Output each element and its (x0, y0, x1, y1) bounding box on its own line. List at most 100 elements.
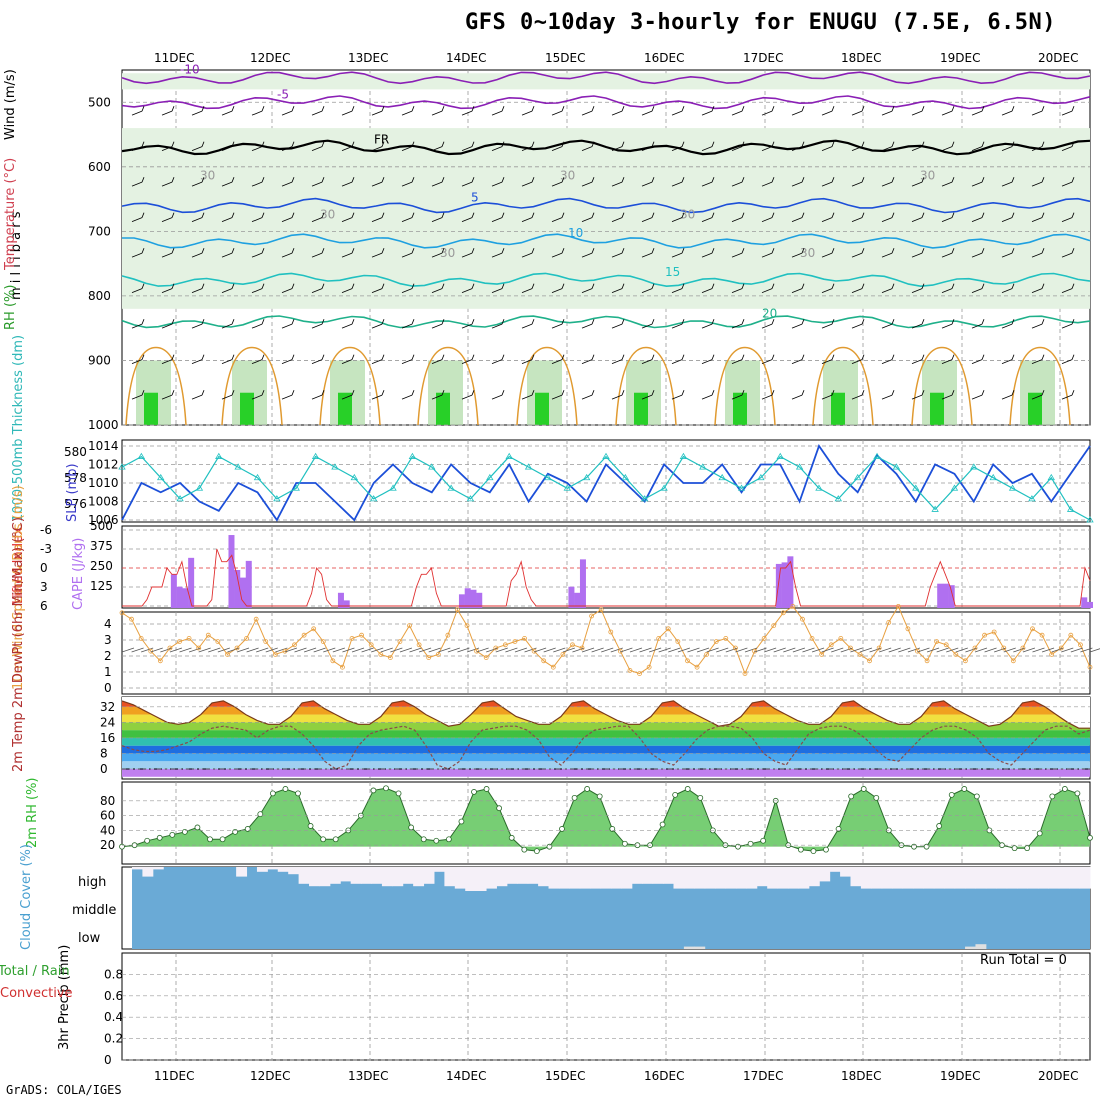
date-label-bottom: 19DEC (940, 1069, 980, 1083)
surface-wind-barb (879, 647, 892, 653)
wind-barb-flag (981, 319, 985, 325)
cloud-high-clear (735, 867, 747, 889)
rh-fill-overlay (122, 788, 1090, 852)
wind-tick-label: 4 (104, 617, 112, 631)
cloud-high-clear (392, 867, 404, 887)
surface-wind-barb (1041, 647, 1055, 653)
wind-barb-flag (981, 390, 985, 396)
wind-barb (431, 394, 443, 400)
rh-marker (207, 836, 213, 843)
wind-barb-flag (231, 141, 235, 147)
wind-barb (671, 146, 683, 152)
wind-speed-marker (982, 632, 987, 638)
wind-barb-flag (1011, 177, 1015, 183)
wind-speed-marker (637, 671, 642, 676)
wind-barb-flag (171, 177, 175, 183)
wind-speed-marker (368, 642, 374, 648)
rh-marker (408, 824, 415, 831)
wind-barb-flag (591, 177, 595, 183)
cloud-high-clear (840, 867, 851, 877)
wind-barb-flag (471, 177, 475, 183)
wind-barb-flag (891, 106, 895, 112)
wind-barb (371, 181, 383, 187)
wind-barb (971, 146, 983, 152)
wind-barb-flag (711, 248, 715, 254)
wind-barb (641, 181, 653, 187)
wind-barb (581, 359, 593, 365)
wind-barb-flag (741, 283, 745, 289)
surface-wind-barb (265, 647, 278, 653)
rh-contour-label: 30 (560, 169, 575, 183)
wind-barb-flag (291, 283, 295, 289)
cloud-high-clear (715, 867, 727, 889)
cape-bar (470, 589, 477, 608)
surface-wind-barb (658, 647, 671, 653)
wind-barb (521, 146, 533, 152)
surface-wind-barb (955, 647, 968, 653)
cloud-high-clear (267, 867, 279, 870)
wind-barb (1001, 323, 1013, 329)
cloud-low-bar (975, 944, 987, 949)
wind-speed-marker (186, 636, 192, 641)
wind-barb-flag (261, 106, 265, 112)
temp-tick-label: 8 (100, 746, 108, 760)
wind-barb (911, 323, 923, 329)
wind-barb-flag (441, 390, 445, 396)
wind-barb (851, 217, 863, 223)
thickness-marker (970, 463, 978, 470)
cloud-high-clear (361, 867, 372, 884)
rh-fill-saturated (930, 392, 944, 425)
cloud-high-clear (371, 867, 383, 884)
thickness-marker (273, 495, 281, 502)
surface-wind-barb (965, 647, 978, 653)
cloud-high-clear (465, 867, 477, 891)
wind-barb-flag (891, 354, 895, 360)
wind-barb (881, 394, 893, 400)
wind-barb (701, 252, 713, 258)
wind-barb-flag (501, 390, 505, 396)
cape-bar (343, 600, 350, 608)
thickness-marker (718, 473, 726, 481)
wind-barb (401, 110, 413, 116)
cloud-high-clear (444, 867, 456, 887)
cloud-high-clear (433, 867, 445, 872)
wind-barb (341, 288, 353, 294)
wind-barb-flag (141, 248, 145, 254)
wind-barb (401, 217, 413, 223)
thickness-marker (195, 484, 204, 491)
wind-barb-flag (681, 354, 685, 360)
surface-wind-barb (840, 647, 853, 653)
wind-barb (791, 323, 803, 329)
rh-fill-saturated (634, 392, 648, 425)
thickness-marker (853, 473, 862, 481)
thickness-marker (1066, 505, 1075, 512)
date-label-bottom: 14DEC (446, 1069, 486, 1083)
wind-barb-flag (171, 283, 175, 289)
wind-barb-flag (411, 212, 415, 218)
thickness-marker (931, 505, 939, 512)
thickness-marker (486, 473, 494, 481)
wind-barb (401, 288, 413, 294)
instability-panel-frame (121, 525, 1091, 609)
wind-barb-flag (771, 212, 775, 218)
rh-marker (332, 836, 339, 843)
orange-contour (319, 346, 381, 426)
surface-wind-barb (495, 647, 508, 653)
wind-barb (971, 217, 983, 223)
thickness-marker (176, 495, 184, 502)
rh-marker (747, 840, 754, 847)
wind-barb (881, 110, 893, 116)
rh-marker (269, 790, 276, 797)
wind-speed-marker (292, 642, 297, 648)
wind-barb-flag (501, 283, 505, 289)
wind-barb (581, 181, 593, 187)
wind-barb-flag (381, 319, 385, 325)
wind-barb-flag (411, 248, 415, 254)
wind-speed-marker (704, 652, 710, 657)
rh-marker (496, 805, 503, 812)
li-axis-label: Lifted Index (11, 527, 26, 604)
orange-contour (1009, 346, 1071, 426)
temp-contour-label: 5 (471, 191, 479, 205)
rh-contour-label: 30 (200, 169, 215, 183)
wind-speed-marker (387, 655, 393, 660)
